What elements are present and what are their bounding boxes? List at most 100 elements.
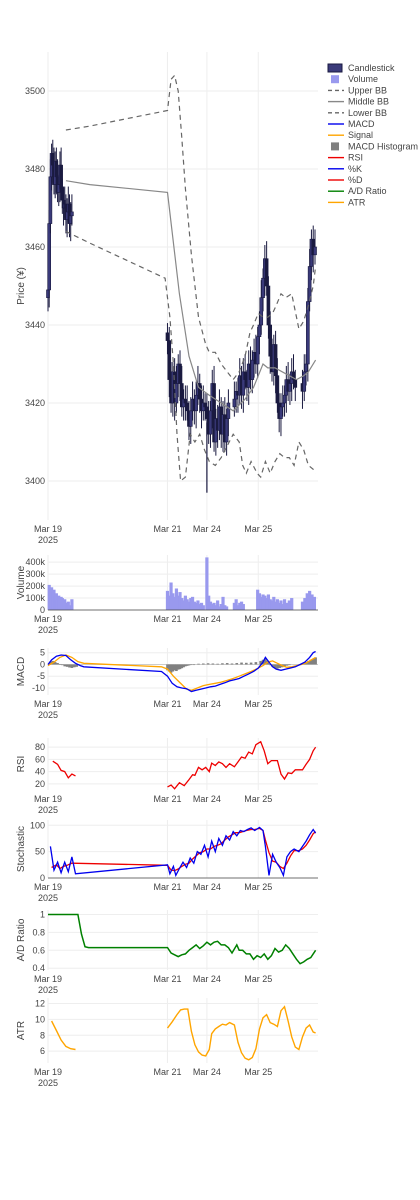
ad-ratio-ytick-label: 1 (40, 909, 45, 919)
volume-bar (212, 602, 216, 610)
price-xtick-label: Mar 21 (153, 524, 181, 534)
volume-bar (277, 602, 281, 610)
atr-ytick-label: 12 (35, 999, 45, 1009)
price-xtick-label: Mar 25 (244, 524, 272, 534)
macd-xtick-label: Mar 24 (193, 699, 221, 709)
rsi-xtick-label: Mar 25 (244, 794, 272, 804)
ad-ratio-line (48, 913, 317, 965)
rsi-ytick-label: 80 (35, 742, 45, 752)
macd-histogram-bar (182, 664, 185, 668)
volume-bar (232, 602, 236, 610)
legend-item[interactable]: ATR (328, 197, 366, 207)
legend-label: Upper BB (348, 85, 387, 95)
legend-item[interactable]: %K (328, 164, 362, 174)
legend-item[interactable]: Lower BB (328, 108, 387, 118)
macd-line (47, 650, 316, 693)
volume-bar (192, 601, 196, 610)
volume-bar (290, 598, 294, 610)
candlestick (241, 358, 246, 413)
macd-histogram-bar (184, 664, 187, 667)
macd-histogram-bar (171, 664, 175, 672)
candle-body (224, 418, 229, 443)
stochastic-xtick-label: Mar 24 (193, 882, 221, 892)
ad-ratio-xtick-sublabel: 2025 (38, 985, 58, 995)
upper-bb-line (65, 74, 317, 381)
legend-label: RSI (348, 153, 363, 163)
volume-bar (174, 588, 179, 610)
volume-bar (176, 595, 180, 610)
volume-bar (183, 595, 187, 610)
macd-histogram-bar (167, 664, 171, 672)
legend-item[interactable]: Volume (331, 74, 378, 84)
stochastic-xtick-sublabel: 2025 (38, 893, 58, 903)
rsi-ytick-label: 60 (35, 754, 45, 764)
legend-item[interactable]: MACD Histogram (331, 141, 418, 151)
candle-body (266, 285, 271, 326)
volume-bar (256, 589, 260, 610)
macd-histogram-bar (314, 657, 317, 665)
atr-xtick-label: Mar 21 (153, 1067, 181, 1077)
macd-histogram-bar (285, 664, 289, 666)
volume-bar (187, 601, 191, 610)
volume-bar (225, 606, 229, 610)
macd-histogram-bar (264, 658, 267, 665)
candlestick (279, 393, 283, 437)
legend-item[interactable]: %D (328, 175, 363, 185)
signal-line (47, 654, 316, 691)
legend-label: MACD (348, 119, 375, 129)
stochastic-axis-title: Stochastic (16, 826, 27, 872)
macd-histogram-bar (70, 664, 74, 668)
ad-ratio-axis-title: A/D Ratio (16, 918, 27, 961)
candle-body (255, 336, 260, 365)
macd-histogram-bar (309, 659, 313, 665)
volume-bar (238, 602, 242, 610)
legend-label: Lower BB (348, 108, 387, 118)
candle-body (208, 410, 213, 435)
legend-item[interactable]: Upper BB (328, 85, 387, 95)
rsi-line (52, 760, 76, 779)
volume-bar (221, 596, 225, 610)
legend-item[interactable]: Middle BB (328, 97, 389, 107)
volume-bar (303, 598, 307, 610)
ad-ratio-ytick-label: 0.4 (32, 963, 45, 973)
legend-item[interactable]: Candlestick (327, 63, 395, 73)
volume-bar (181, 600, 186, 610)
candle-body (250, 359, 255, 380)
macd-histogram-bar (68, 664, 71, 668)
legend-item[interactable]: Signal (328, 130, 373, 140)
volume-xtick-sublabel: 2025 (38, 625, 58, 635)
volume-bar (223, 605, 227, 610)
price-ytick-label: 3500 (25, 86, 45, 96)
candle-body (165, 332, 170, 341)
legend-item[interactable]: RSI (328, 153, 363, 163)
volume-bar (194, 602, 198, 610)
macd-histogram-bar (311, 658, 315, 665)
legend-item[interactable]: A/D Ratio (328, 186, 387, 196)
volume-bar (241, 604, 245, 610)
volume-ytick-label: 400k (25, 557, 45, 567)
macd-histogram-bar (53, 662, 57, 665)
ad-ratio-xtick-label: Mar 25 (244, 974, 272, 984)
candle-body (185, 402, 189, 412)
macd-ytick-label: 5 (40, 648, 45, 658)
volume-bar (198, 604, 202, 610)
volume-bar (196, 600, 200, 610)
volume-bar (265, 598, 269, 610)
volume-bar (279, 600, 283, 610)
candle-body (205, 406, 209, 419)
macd-histogram-bar (169, 664, 173, 673)
candle-body (293, 379, 298, 388)
rsi-xtick-sublabel: 2025 (38, 805, 58, 815)
price-xtick-label: Mar 19 (34, 524, 62, 534)
rsi-ytick-label: 20 (35, 779, 45, 789)
volume-bar (261, 594, 265, 610)
macd-histogram-bar (178, 664, 182, 670)
volume-bar (185, 599, 189, 610)
volume-bar (312, 596, 317, 610)
legend-item[interactable]: MACD (328, 119, 375, 129)
legend-label: Volume (348, 74, 378, 84)
